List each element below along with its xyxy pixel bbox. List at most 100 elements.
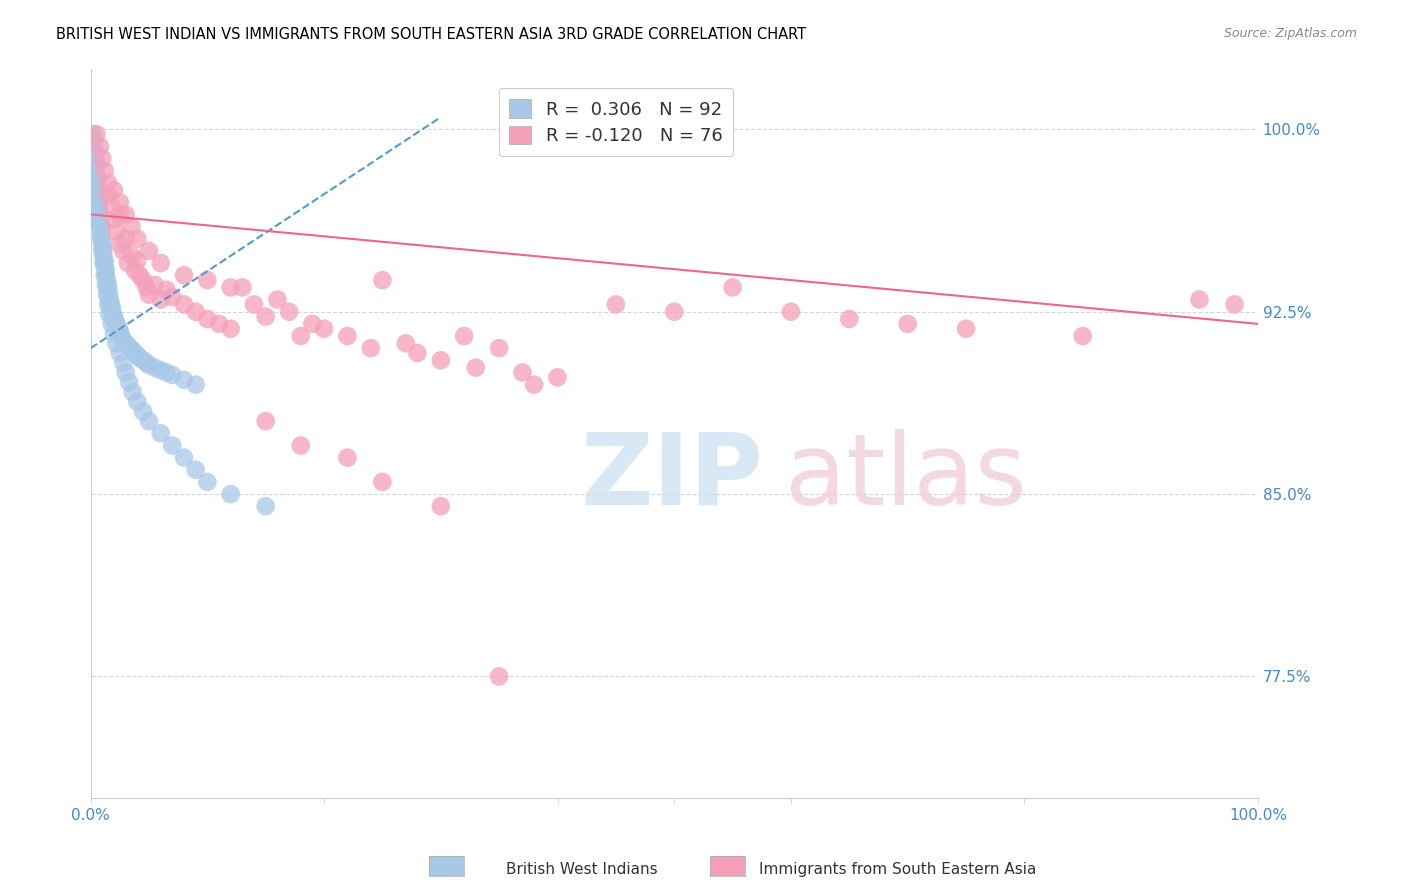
Point — [149, 426, 172, 441]
Text: British West Indians: British West Indians — [506, 863, 658, 877]
Point — [84, 170, 107, 185]
Point — [94, 263, 117, 277]
Point — [93, 244, 115, 258]
Point — [395, 336, 418, 351]
Point — [1188, 293, 1211, 307]
Point — [103, 326, 125, 341]
Point — [94, 277, 117, 292]
Point — [114, 366, 136, 380]
Point — [89, 219, 111, 234]
Point — [254, 310, 277, 324]
Point — [90, 227, 112, 241]
Point — [162, 438, 184, 452]
Point — [83, 142, 105, 156]
Point — [219, 280, 242, 294]
Point — [371, 273, 394, 287]
Point — [100, 200, 122, 214]
Point — [89, 215, 111, 229]
Point — [91, 152, 114, 166]
Point — [127, 253, 149, 268]
Point — [86, 195, 108, 210]
Point — [121, 343, 143, 358]
Point — [173, 450, 195, 465]
Point — [108, 207, 131, 221]
Point — [132, 273, 155, 287]
Point — [266, 293, 288, 307]
Point — [103, 312, 125, 326]
Point — [138, 358, 160, 372]
Point — [105, 336, 128, 351]
Point — [93, 253, 115, 268]
Point — [243, 297, 266, 311]
Point — [105, 224, 128, 238]
Point — [87, 207, 110, 221]
Point — [103, 183, 125, 197]
Point — [290, 329, 312, 343]
Point — [87, 200, 110, 214]
Point — [143, 360, 166, 375]
Point — [523, 377, 546, 392]
Point — [360, 341, 382, 355]
Point — [721, 280, 744, 294]
Point — [110, 329, 132, 343]
Point — [132, 404, 155, 418]
Point — [121, 384, 143, 399]
Point — [93, 249, 115, 263]
Point — [83, 159, 105, 173]
Point — [132, 353, 155, 368]
Point — [430, 500, 453, 514]
Point — [100, 317, 122, 331]
Point — [104, 314, 127, 328]
Point — [127, 349, 149, 363]
Point — [955, 322, 977, 336]
Point — [91, 239, 114, 253]
Point — [86, 127, 108, 141]
Point — [87, 188, 110, 202]
Point — [128, 268, 150, 283]
Point — [103, 212, 125, 227]
Point — [89, 139, 111, 153]
Legend: R =  0.306   N = 92, R = -0.120   N = 76: R = 0.306 N = 92, R = -0.120 N = 76 — [499, 88, 733, 156]
Point — [90, 219, 112, 234]
Point — [138, 287, 160, 301]
Point — [254, 500, 277, 514]
Point — [114, 336, 136, 351]
Point — [121, 249, 143, 263]
Point — [547, 370, 569, 384]
Point — [108, 236, 131, 251]
Point — [93, 268, 115, 283]
Point — [83, 135, 105, 149]
Point — [86, 183, 108, 197]
Point — [87, 195, 110, 210]
Point — [120, 341, 142, 355]
Point — [86, 173, 108, 187]
Point — [138, 414, 160, 428]
Point — [105, 317, 128, 331]
Point — [135, 356, 157, 370]
Point — [127, 394, 149, 409]
Point — [98, 307, 121, 321]
Point — [219, 487, 242, 501]
Point — [108, 346, 131, 360]
Point — [430, 353, 453, 368]
Point — [155, 366, 177, 380]
Point — [117, 339, 139, 353]
Point — [195, 312, 218, 326]
Point — [231, 280, 253, 294]
Point — [96, 273, 118, 287]
Text: Source: ZipAtlas.com: Source: ZipAtlas.com — [1223, 27, 1357, 40]
Point — [93, 256, 115, 270]
Point — [93, 163, 115, 178]
Point — [114, 232, 136, 246]
Point — [108, 326, 131, 341]
Point — [1223, 297, 1246, 311]
Point — [89, 207, 111, 221]
Point — [135, 280, 157, 294]
Point — [838, 312, 860, 326]
Point — [90, 232, 112, 246]
Point — [124, 263, 146, 277]
Point — [107, 322, 129, 336]
Point — [111, 331, 134, 345]
Point — [124, 346, 146, 360]
Point — [219, 322, 242, 336]
